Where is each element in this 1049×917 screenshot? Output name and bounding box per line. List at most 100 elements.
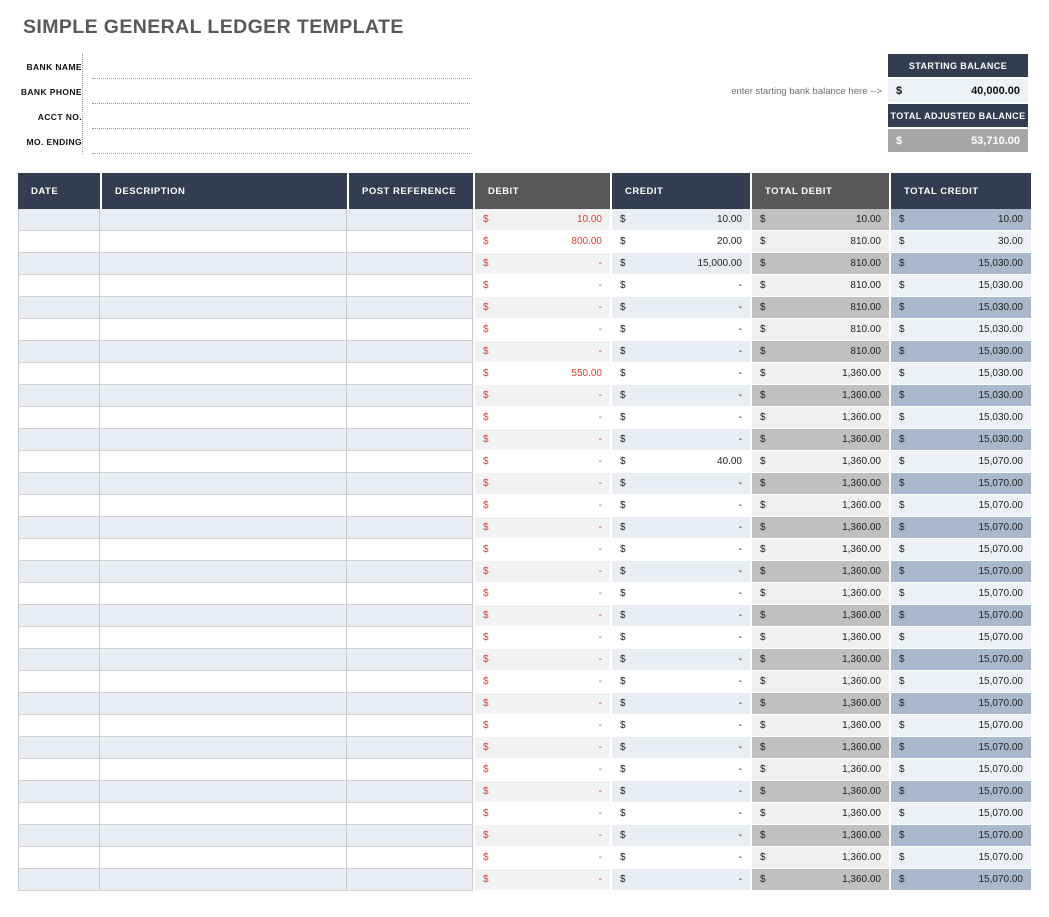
cell-description[interactable] [100,693,347,715]
cell-credit[interactable]: $ - [610,539,750,561]
cell-date[interactable] [18,803,100,825]
cell-credit[interactable]: $ - [610,605,750,627]
cell-credit[interactable]: $ - [610,495,750,517]
cell-description[interactable] [100,847,347,869]
cell-description[interactable] [100,363,347,385]
cell-credit[interactable]: $ - [610,693,750,715]
cell-total-debit[interactable]: $1,360.00 [750,429,889,451]
cell-credit[interactable]: $ - [610,847,750,869]
cell-credit[interactable]: $20.00 [610,231,750,253]
cell-description[interactable] [100,869,347,891]
cell-credit[interactable]: $ - [610,737,750,759]
cell-debit[interactable]: $ - [473,649,610,671]
cell-total-credit[interactable]: $15,030.00 [889,341,1031,363]
cell-credit[interactable]: $ - [610,319,750,341]
cell-date[interactable] [18,407,100,429]
cell-debit[interactable]: $ - [473,869,610,891]
cell-post-reference[interactable] [347,803,473,825]
cell-total-credit[interactable]: $15,070.00 [889,803,1031,825]
cell-post-reference[interactable] [347,517,473,539]
cell-description[interactable] [100,473,347,495]
cell-description[interactable] [100,671,347,693]
cell-description[interactable] [100,737,347,759]
cell-debit[interactable]: $ - [473,693,610,715]
cell-total-credit[interactable]: $15,070.00 [889,671,1031,693]
cell-credit[interactable]: $ - [610,407,750,429]
cell-date[interactable] [18,341,100,363]
cell-credit[interactable]: $ - [610,671,750,693]
cell-date[interactable] [18,693,100,715]
cell-post-reference[interactable] [347,737,473,759]
cell-description[interactable] [100,297,347,319]
cell-date[interactable] [18,583,100,605]
cell-debit[interactable]: $10.00 [473,209,610,231]
cell-date[interactable] [18,869,100,891]
cell-debit[interactable]: $ - [473,341,610,363]
cell-credit[interactable]: $40.00 [610,451,750,473]
cell-post-reference[interactable] [347,671,473,693]
cell-debit[interactable]: $ - [473,407,610,429]
cell-date[interactable] [18,473,100,495]
cell-description[interactable] [100,231,347,253]
cell-total-debit[interactable]: $1,360.00 [750,825,889,847]
cell-description[interactable] [100,429,347,451]
cell-total-debit[interactable]: $1,360.00 [750,627,889,649]
cell-total-debit[interactable]: $1,360.00 [750,869,889,891]
cell-credit[interactable]: $ - [610,803,750,825]
cell-date[interactable] [18,737,100,759]
cell-post-reference[interactable] [347,275,473,297]
cell-total-credit[interactable]: $15,030.00 [889,385,1031,407]
cell-debit[interactable]: $ - [473,539,610,561]
cell-post-reference[interactable] [347,407,473,429]
cell-total-debit[interactable]: $1,360.00 [750,583,889,605]
cell-total-credit[interactable]: $15,070.00 [889,715,1031,737]
cell-debit[interactable]: $ - [473,385,610,407]
column-header-date[interactable]: DATE [18,173,100,209]
bank-name-input[interactable] [92,54,470,79]
cell-credit[interactable]: $ - [610,583,750,605]
cell-post-reference[interactable] [347,341,473,363]
cell-credit[interactable]: $ - [610,385,750,407]
cell-credit[interactable]: $ - [610,429,750,451]
cell-credit[interactable]: $ - [610,759,750,781]
cell-description[interactable] [100,385,347,407]
cell-debit[interactable]: $ - [473,803,610,825]
cell-description[interactable] [100,627,347,649]
cell-total-credit[interactable]: $15,070.00 [889,869,1031,891]
cell-total-credit[interactable]: $15,070.00 [889,693,1031,715]
cell-total-credit[interactable]: $15,070.00 [889,627,1031,649]
cell-post-reference[interactable] [347,231,473,253]
cell-post-reference[interactable] [347,473,473,495]
cell-total-debit[interactable]: $1,360.00 [750,847,889,869]
cell-description[interactable] [100,275,347,297]
cell-debit[interactable]: $ - [473,825,610,847]
cell-total-debit[interactable]: $1,360.00 [750,737,889,759]
cell-debit[interactable]: $ - [473,429,610,451]
cell-date[interactable] [18,231,100,253]
cell-credit[interactable]: $ - [610,473,750,495]
cell-total-credit[interactable]: $15,070.00 [889,847,1031,869]
cell-total-credit[interactable]: $15,030.00 [889,429,1031,451]
cell-total-credit[interactable]: $10.00 [889,209,1031,231]
cell-date[interactable] [18,759,100,781]
cell-total-debit[interactable]: $1,360.00 [750,605,889,627]
cell-total-credit[interactable]: $15,070.00 [889,561,1031,583]
cell-total-debit[interactable]: $1,360.00 [750,517,889,539]
cell-post-reference[interactable] [347,759,473,781]
cell-date[interactable] [18,517,100,539]
cell-total-debit[interactable]: $1,360.00 [750,561,889,583]
column-header-total-credit[interactable]: TOTAL CREDIT [889,173,1031,209]
cell-post-reference[interactable] [347,297,473,319]
cell-credit[interactable]: $ - [610,561,750,583]
cell-description[interactable] [100,253,347,275]
acct-no-input[interactable] [92,104,470,129]
cell-post-reference[interactable] [347,649,473,671]
cell-date[interactable] [18,605,100,627]
cell-post-reference[interactable] [347,847,473,869]
bank-phone-input[interactable] [92,79,470,104]
cell-post-reference[interactable] [347,319,473,341]
cell-post-reference[interactable] [347,561,473,583]
cell-total-debit[interactable]: $810.00 [750,253,889,275]
cell-credit[interactable]: $ - [610,517,750,539]
cell-post-reference[interactable] [347,495,473,517]
